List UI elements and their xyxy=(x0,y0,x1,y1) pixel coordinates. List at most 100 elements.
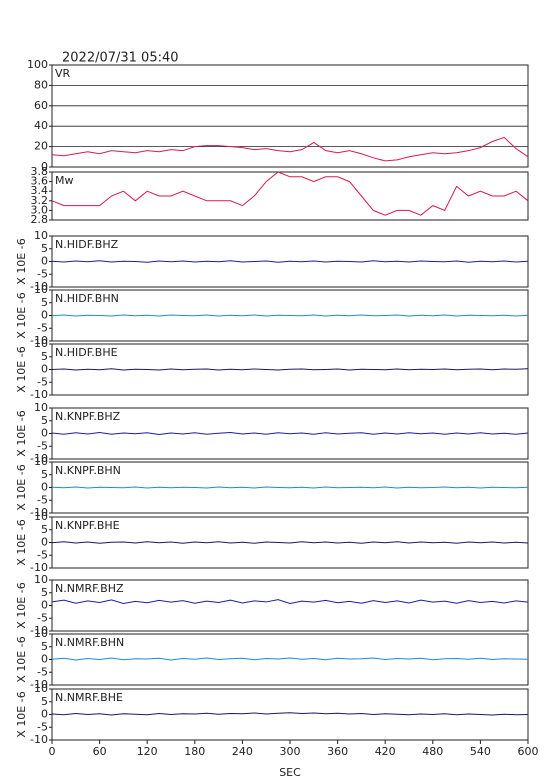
panel-name: N.KNPF.BHE xyxy=(55,519,120,532)
trace xyxy=(51,314,529,317)
x-tick-label: 60 xyxy=(93,745,107,758)
panel-name: VR xyxy=(55,67,71,80)
y-tick-label: 5 xyxy=(41,523,48,536)
trace xyxy=(51,541,529,544)
y-axis-label: X 10E -6 xyxy=(15,691,28,737)
panel-name: Mw xyxy=(55,174,74,187)
y-tick-label: 0 xyxy=(41,427,48,440)
y-axis-label: X 10E -6 xyxy=(15,410,28,456)
y-tick-label: 5 xyxy=(41,640,48,653)
panel-frame xyxy=(51,516,529,569)
y-tick-label: -5 xyxy=(37,611,48,624)
y-tick-label: -5 xyxy=(37,321,48,334)
y-tick-label: 0 xyxy=(41,536,48,549)
panel-name: N.NMRF.BHN xyxy=(55,636,124,649)
y-tick-label: 5 xyxy=(41,695,48,708)
y-tick-label: -10 xyxy=(30,624,48,637)
x-tick-label: 240 xyxy=(232,745,253,758)
y-tick-label: 80 xyxy=(34,78,48,91)
y-tick-label: -5 xyxy=(37,548,48,561)
y-tick-label: 0 xyxy=(41,599,48,612)
y-tick-label: 0 xyxy=(41,255,48,268)
trace xyxy=(51,712,529,716)
trace xyxy=(51,657,529,661)
trace xyxy=(51,368,529,371)
y-tick-label: 5 xyxy=(41,296,48,309)
y-tick-label: 10 xyxy=(34,455,48,468)
y-tick-label: -10 xyxy=(30,561,48,574)
panel-frame xyxy=(51,171,529,221)
y-tick-label: -5 xyxy=(37,267,48,280)
y-tick-label: -5 xyxy=(37,720,48,733)
y-tick-label: -10 xyxy=(30,280,48,293)
chart-title: 2022/07/31 05:40 xyxy=(62,51,179,66)
y-tick-label: -10 xyxy=(30,506,48,519)
panel-name: N.NMRF.BHZ xyxy=(55,582,124,595)
y-tick-label: -10 xyxy=(30,733,48,746)
y-tick-label: 10 xyxy=(34,401,48,414)
panel-frame xyxy=(51,64,529,168)
y-tick-label: 0 xyxy=(41,708,48,721)
y-tick-label: 0 xyxy=(41,309,48,322)
y-axis-label: X 10E -6 xyxy=(15,519,28,565)
x-tick-label: 600 xyxy=(518,745,539,758)
trace xyxy=(51,431,529,436)
y-tick-label: 40 xyxy=(34,119,48,132)
y-tick-label: -10 xyxy=(30,678,48,691)
y-tick-label: 5 xyxy=(41,242,48,255)
panel-name: N.KNPF.BHN xyxy=(55,464,121,477)
y-tick-label: -10 xyxy=(30,388,48,401)
x-tick-label: 420 xyxy=(375,745,396,758)
y-tick-label: 5 xyxy=(41,414,48,427)
y-tick-label: 10 xyxy=(34,510,48,523)
y-tick-label: 20 xyxy=(34,140,48,153)
y-tick-label: 3.6 xyxy=(31,175,49,188)
y-tick-label: 0 xyxy=(41,653,48,666)
y-tick-label: 0 xyxy=(41,363,48,376)
y-tick-label: 10 xyxy=(34,229,48,242)
x-tick-label: 480 xyxy=(422,745,443,758)
trace xyxy=(51,136,529,162)
panel-name: N.NMRF.BHE xyxy=(55,691,123,704)
y-axis-label: X 10E -6 xyxy=(15,464,28,510)
y-axis-label: X 10E -6 xyxy=(15,346,28,392)
y-tick-label: 5 xyxy=(41,468,48,481)
y-axis-label: X 10E -6 xyxy=(15,238,28,284)
y-tick-label: 3.4 xyxy=(31,184,49,197)
trace xyxy=(51,260,529,263)
x-tick-label: 360 xyxy=(327,745,348,758)
x-tick-label: 540 xyxy=(470,745,491,758)
trace xyxy=(51,599,529,604)
x-tick-label: 120 xyxy=(137,745,158,758)
x-tick-label: 300 xyxy=(280,745,301,758)
y-tick-label: -5 xyxy=(37,375,48,388)
y-tick-label: 3.8 xyxy=(31,165,49,178)
y-tick-label: 10 xyxy=(34,682,48,695)
y-tick-label: -10 xyxy=(30,452,48,465)
y-axis-label: X 10E -6 xyxy=(15,582,28,628)
x-tick-label: 0 xyxy=(49,745,56,758)
y-tick-label: 3.0 xyxy=(31,203,49,216)
y-tick-label: 10 xyxy=(34,627,48,640)
y-tick-label: 3.2 xyxy=(31,194,49,207)
y-tick-label: 10 xyxy=(34,283,48,296)
panel-name: N.HIDF.BHZ xyxy=(55,238,119,251)
x-tick-label: 180 xyxy=(184,745,205,758)
y-axis-label: X 10E -6 xyxy=(15,636,28,682)
panel-name: N.HIDF.BHN xyxy=(55,292,119,305)
y-tick-label: 0 xyxy=(41,481,48,494)
panel-name: N.KNPF.BHZ xyxy=(55,410,121,423)
y-tick-label: -5 xyxy=(37,493,48,506)
y-tick-label: 0 xyxy=(41,160,48,173)
y-tick-label: 10 xyxy=(34,573,48,586)
y-axis-label: X 10E -6 xyxy=(15,292,28,338)
y-tick-label: 2.8 xyxy=(31,213,49,226)
y-tick-label: 60 xyxy=(34,99,48,112)
x-axis-label: SEC xyxy=(279,766,301,779)
y-tick-label: -10 xyxy=(30,334,48,347)
y-tick-label: 100 xyxy=(27,58,48,71)
trace xyxy=(51,171,529,216)
panel-name: N.HIDF.BHE xyxy=(55,346,118,359)
trace xyxy=(51,486,529,489)
y-tick-label: 5 xyxy=(41,350,48,363)
